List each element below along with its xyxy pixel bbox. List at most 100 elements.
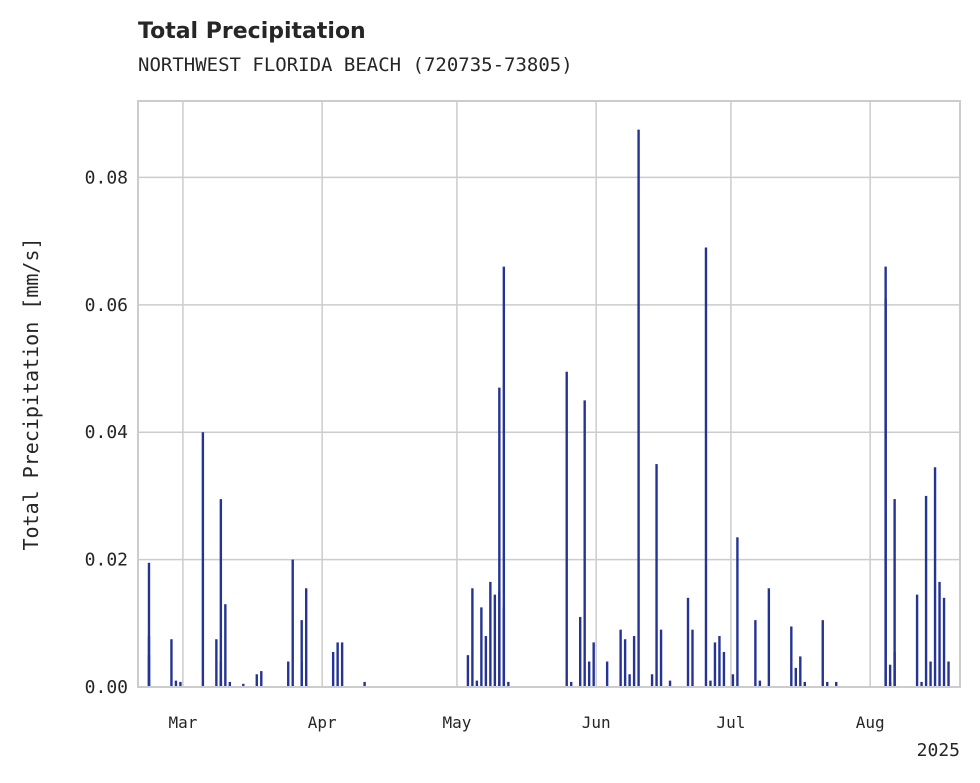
precip-bar	[799, 656, 802, 687]
plot-frame	[137, 100, 961, 688]
precip-bar	[592, 642, 595, 687]
precip-bar	[915, 594, 919, 687]
precip-bar	[578, 616, 582, 687]
chart-subtitle: NORTHWEST FLORIDA BEACH (720735-73805)	[138, 54, 573, 76]
precip-bar	[304, 588, 308, 687]
x-tick-label: Aug	[856, 713, 885, 732]
precip-bar	[179, 681, 182, 687]
y-axis-label: Total Precipitation [mm/s]	[19, 237, 43, 550]
precip-bar	[790, 626, 793, 687]
precip-bar	[147, 562, 151, 687]
precip-bar	[174, 680, 178, 687]
precip-bar	[835, 681, 838, 687]
precip-bar	[736, 537, 739, 687]
precip-bar	[731, 674, 735, 687]
precip-bar	[888, 681, 892, 687]
precip-bar	[565, 371, 568, 687]
chart-title: Total Precipitation	[138, 19, 366, 44]
precip-bar	[583, 400, 586, 687]
precip-bar	[471, 588, 474, 687]
precip-bar	[947, 661, 950, 687]
precip-bar	[242, 683, 245, 687]
precip-bar	[718, 636, 721, 687]
precip-bar	[924, 495, 928, 687]
precip-bar	[507, 681, 510, 687]
precip-bar	[219, 680, 223, 687]
precip-bar	[219, 499, 223, 687]
precip-bar	[287, 661, 290, 687]
precip-bar	[493, 594, 497, 687]
precip-bar	[920, 681, 923, 687]
precip-bar	[340, 642, 344, 687]
precip-bar	[713, 642, 717, 687]
x-axis-ticks: Mar Apr May Jun Jul Aug	[168, 713, 884, 732]
precip-bar	[888, 664, 892, 687]
precip-bar	[655, 464, 658, 687]
y-tick-label: 0.08	[85, 167, 128, 188]
precip-bar	[570, 681, 573, 687]
precip-bar	[704, 247, 708, 687]
y-tick-label: 0.00	[85, 677, 128, 698]
precip-bar	[929, 661, 932, 687]
precip-bar	[628, 674, 631, 687]
precip-bar	[291, 559, 294, 687]
precip-bar	[826, 681, 829, 687]
precip-bar	[686, 597, 690, 687]
precip-bar	[893, 651, 896, 687]
precip-bar	[498, 591, 501, 687]
precip-bar	[605, 661, 609, 687]
precip-bar	[363, 681, 366, 687]
x-tick-label: Mar	[168, 713, 197, 732]
x-tick-label: May	[442, 713, 471, 732]
precip-bar	[498, 387, 501, 687]
precip-bar	[502, 607, 506, 687]
precip-bar	[659, 629, 663, 687]
x-axis-year-label: 2025	[917, 740, 960, 761]
precip-bar	[619, 629, 622, 687]
precip-bar	[758, 680, 762, 687]
plot-area	[138, 101, 960, 687]
precip-bar	[650, 674, 654, 687]
y-tick-label: 0.06	[85, 295, 128, 316]
precip-bar	[942, 597, 946, 687]
precip-bar	[331, 651, 335, 687]
precip-bar	[794, 667, 798, 687]
y-tick-label: 0.04	[85, 422, 128, 443]
precip-bar	[938, 581, 941, 687]
precip-bar	[637, 129, 640, 688]
precip-bar	[623, 639, 627, 687]
precip-bar	[933, 467, 937, 687]
x-tick-label: Jun	[582, 713, 611, 732]
precip-bar	[475, 680, 479, 687]
precip-bar	[754, 620, 757, 687]
precip-bar	[224, 604, 227, 687]
precip-bar	[691, 629, 694, 687]
precip-bar	[821, 620, 824, 687]
precip-bar	[336, 642, 339, 687]
precip-bar	[767, 588, 771, 687]
precip-bar	[260, 671, 263, 687]
precip-bar	[587, 661, 591, 687]
precip-bar	[632, 636, 636, 687]
y-tick-label: 0.02	[85, 550, 128, 571]
precip-bar	[722, 651, 726, 687]
precip-bar	[668, 680, 672, 687]
precip-bar	[228, 681, 232, 687]
x-tick-label: Jul	[716, 713, 745, 732]
precip-bar	[466, 655, 470, 687]
precip-bar	[709, 680, 712, 687]
precip-bar	[480, 607, 483, 687]
precip-bar	[803, 681, 806, 687]
x-tick-label: Apr	[308, 713, 337, 732]
precip-bar	[300, 620, 303, 687]
precip-bar	[201, 432, 205, 687]
precip-bar	[215, 639, 218, 687]
precip-bar	[502, 266, 506, 687]
y-axis-ticks: 0.00 0.02 0.04 0.06 0.08	[85, 167, 128, 698]
precip-bar	[170, 639, 173, 687]
precip-bar	[255, 674, 258, 687]
precip-bar	[489, 581, 492, 687]
precip-bar	[484, 636, 488, 687]
precip-bar	[893, 499, 896, 687]
